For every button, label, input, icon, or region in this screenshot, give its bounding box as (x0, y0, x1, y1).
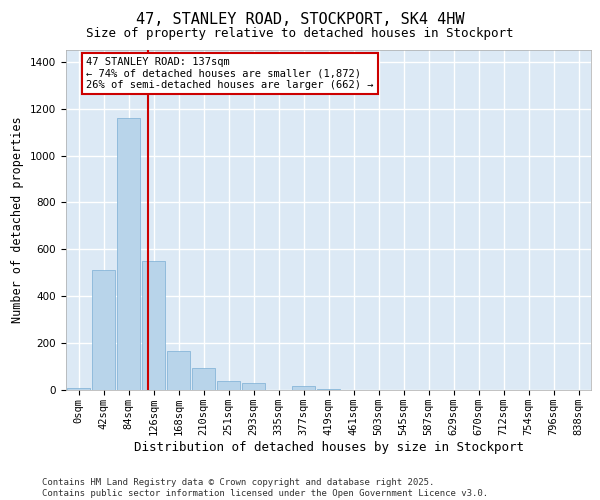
Bar (317, 389, 340, 390)
Bar (292, 386, 315, 390)
Y-axis label: Number of detached properties: Number of detached properties (11, 116, 25, 324)
X-axis label: Distribution of detached houses by size in Stockport: Distribution of detached houses by size … (133, 440, 523, 454)
Text: 47 STANLEY ROAD: 137sqm
← 74% of detached houses are smaller (1,872)
26% of semi: 47 STANLEY ROAD: 137sqm ← 74% of detache… (86, 57, 373, 90)
Bar (242, 383, 265, 390)
Bar (217, 381, 240, 390)
Bar (67, 388, 90, 390)
Text: Contains HM Land Registry data © Crown copyright and database right 2025.
Contai: Contains HM Land Registry data © Crown c… (42, 478, 488, 498)
Text: Size of property relative to detached houses in Stockport: Size of property relative to detached ho… (86, 28, 514, 40)
Bar (92, 270, 115, 390)
Text: 47, STANLEY ROAD, STOCKPORT, SK4 4HW: 47, STANLEY ROAD, STOCKPORT, SK4 4HW (136, 12, 464, 28)
Bar (142, 261, 165, 390)
Bar (117, 118, 140, 390)
Bar (167, 352, 190, 390)
Bar (192, 368, 215, 390)
